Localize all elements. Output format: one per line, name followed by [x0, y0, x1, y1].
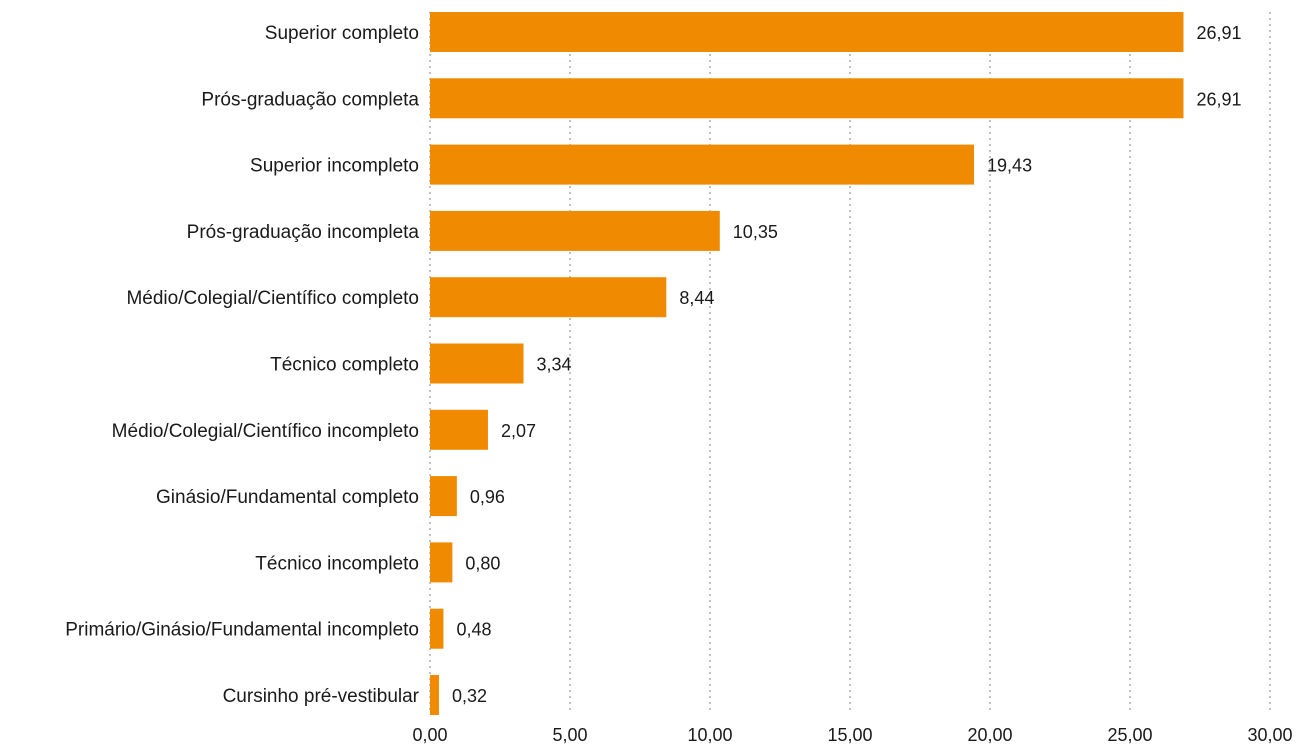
- bar: [430, 608, 444, 649]
- bar: [430, 12, 1184, 52]
- category-label: Superior incompleto: [250, 156, 419, 177]
- value-label: 0,80: [465, 553, 500, 573]
- category-label: Cursinho pré-vestibular: [223, 686, 420, 707]
- category-label: Primário/Ginásio/Fundamental incompleto: [65, 620, 419, 641]
- value-label: 10,35: [733, 222, 778, 242]
- x-tick-label: 30,00: [1247, 725, 1292, 745]
- value-label: 26,91: [1196, 89, 1241, 109]
- category-label: Prós-graduação incompleta: [187, 222, 420, 243]
- category-label: Superior completo: [265, 23, 419, 44]
- value-label: 3,34: [537, 355, 572, 375]
- value-label: 19,43: [987, 156, 1032, 176]
- category-label: Médio/Colegial/Científico incompleto: [112, 421, 419, 442]
- value-label: 2,07: [501, 421, 536, 441]
- category-label: Prós-graduação completa: [201, 89, 419, 110]
- bars: [430, 12, 1184, 715]
- x-tick-label: 15,00: [827, 725, 872, 745]
- value-labels: 26,91 26,91 19,43 10,35 8,44 3,34 2,07 0,96 0,80…: [452, 23, 1242, 706]
- value-label: 0,96: [470, 487, 505, 507]
- bar: [430, 210, 720, 251]
- x-axis-tick-labels: 0,00 5,00 10,00 15,00 20,00 25,00 30,00: [412, 725, 1292, 745]
- value-label: 0,48: [456, 620, 491, 640]
- bar: [430, 78, 1184, 119]
- x-tick-label: 10,00: [687, 725, 732, 745]
- category-label: Médio/Colegial/Científico completo: [126, 288, 419, 309]
- x-tick-label: 25,00: [1107, 725, 1152, 745]
- bar: [430, 144, 975, 185]
- value-label: 26,91: [1196, 23, 1241, 43]
- bar: [430, 277, 667, 318]
- category-label: Técnico incompleto: [255, 553, 419, 574]
- x-tick-label: 0,00: [412, 725, 447, 745]
- category-label: Técnico completo: [270, 355, 419, 376]
- x-tick-label: 5,00: [552, 725, 587, 745]
- category-label: Ginásio/Fundamental completo: [156, 487, 419, 508]
- x-tick-label: 20,00: [967, 725, 1012, 745]
- bar: [430, 542, 453, 583]
- bar: [430, 343, 524, 384]
- bar: [430, 675, 439, 715]
- bar: [430, 476, 457, 517]
- value-label: 0,32: [452, 686, 487, 706]
- bar: [430, 409, 488, 450]
- category-labels: Superior completo Prós-graduação completa…: [65, 23, 419, 707]
- value-label: 8,44: [679, 288, 714, 308]
